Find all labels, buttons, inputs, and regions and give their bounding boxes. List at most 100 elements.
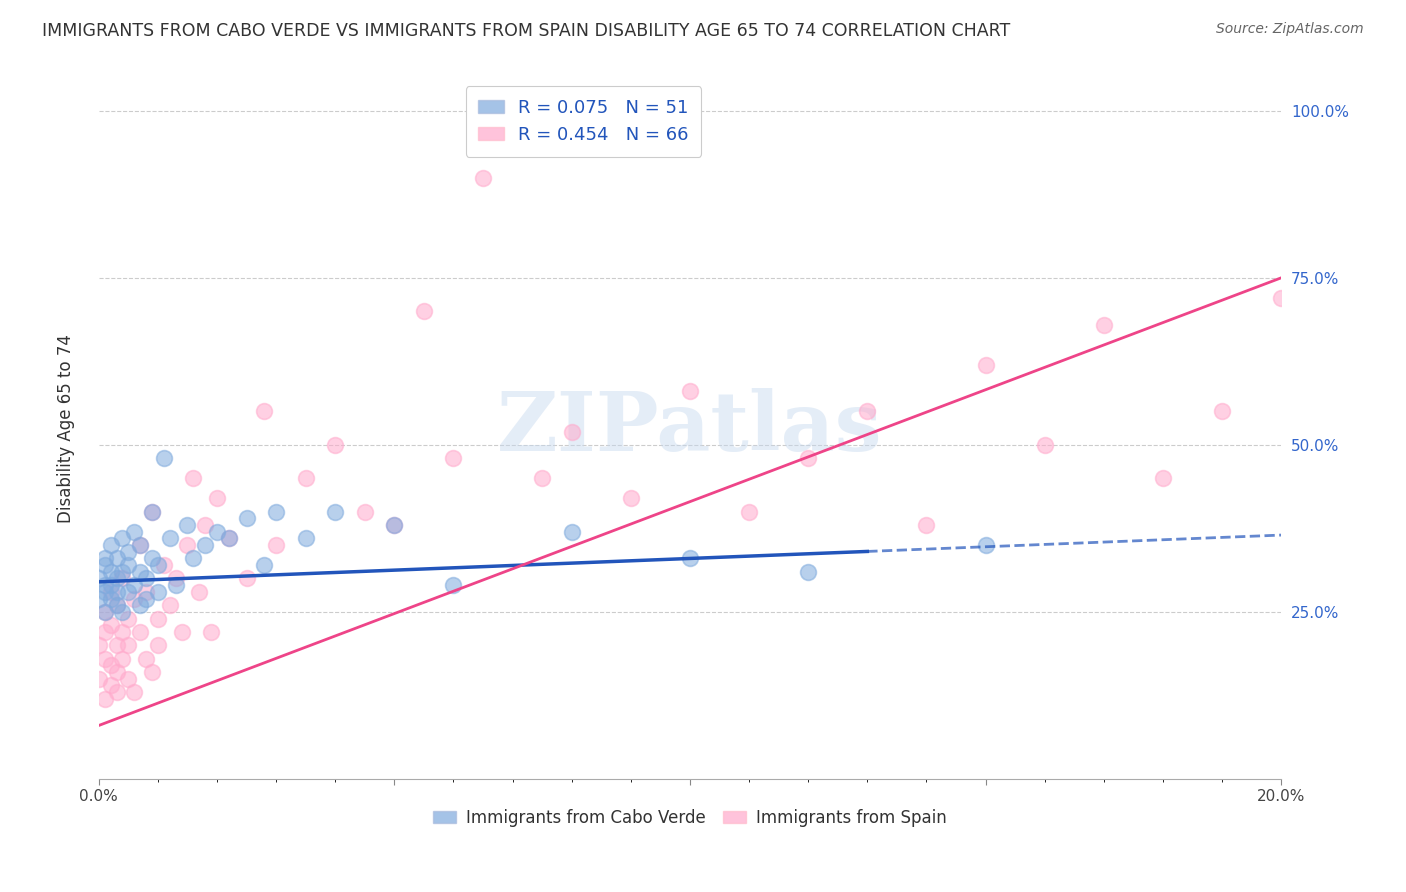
Point [159,532,181,546]
Point [1211,404,1233,418]
Legend: Immigrants from Cabo Verde, Immigrants from Spain: Immigrants from Cabo Verde, Immigrants f… [426,803,953,834]
Point [797,451,820,466]
Point [738,505,761,519]
Point [135,591,157,606]
Point [153,451,176,466]
Point [100,565,122,579]
Point [264,538,287,552]
Y-axis label: Disability Age 65 to 74: Disability Age 65 to 74 [58,334,75,523]
Point [129,538,152,552]
Point [170,624,193,639]
Point [1033,438,1056,452]
Point [117,638,139,652]
Point [111,651,134,665]
Point [105,638,128,652]
Point [205,491,228,506]
Point [93,578,115,592]
Point [915,518,938,533]
Point [122,578,145,592]
Point [93,651,115,665]
Point [87,572,110,586]
Point [253,404,276,418]
Point [93,605,115,619]
Point [153,558,176,573]
Point [323,505,346,519]
Point [253,558,276,573]
Point [87,672,110,686]
Point [294,532,316,546]
Point [176,538,198,552]
Point [129,538,152,552]
Point [117,585,139,599]
Point [100,678,122,692]
Point [200,624,222,639]
Point [856,404,879,418]
Point [105,585,128,599]
Point [218,532,240,546]
Point [100,618,122,632]
Point [235,511,257,525]
Point [146,558,169,573]
Point [183,551,205,566]
Point [122,524,145,539]
Point [443,578,465,592]
Point [165,572,187,586]
Point [1092,318,1115,332]
Point [194,538,217,552]
Point [93,624,115,639]
Point [413,304,436,318]
Point [93,585,115,599]
Point [183,471,205,485]
Point [93,691,115,706]
Point [111,565,134,579]
Point [1152,471,1174,485]
Point [531,471,554,485]
Point [165,578,187,592]
Point [235,572,257,586]
Point [129,624,152,639]
Point [974,358,997,372]
Point [111,624,134,639]
Point [974,538,997,552]
Point [323,438,346,452]
Point [797,565,820,579]
Point [93,558,115,573]
Point [129,565,152,579]
Point [218,532,240,546]
Text: ZIPatlas: ZIPatlas [498,388,883,468]
Point [502,137,524,152]
Point [382,518,405,533]
Point [117,611,139,625]
Point [100,658,122,673]
Point [561,524,583,539]
Point [205,524,228,539]
Point [146,611,169,625]
Point [100,578,122,592]
Point [105,665,128,679]
Point [100,585,122,599]
Point [122,685,145,699]
Point [87,638,110,652]
Point [620,491,643,506]
Point [135,585,157,599]
Point [117,672,139,686]
Point [561,425,583,439]
Point [100,538,122,552]
Point [105,572,128,586]
Point [264,505,287,519]
Text: Source: ZipAtlas.com: Source: ZipAtlas.com [1216,22,1364,37]
Point [105,598,128,612]
Point [159,598,181,612]
Point [105,551,128,566]
Point [146,585,169,599]
Point [141,505,163,519]
Point [100,591,122,606]
Point [679,384,702,399]
Point [93,605,115,619]
Point [87,591,110,606]
Point [111,532,134,546]
Point [105,598,128,612]
Point [135,572,157,586]
Point [294,471,316,485]
Point [472,170,495,185]
